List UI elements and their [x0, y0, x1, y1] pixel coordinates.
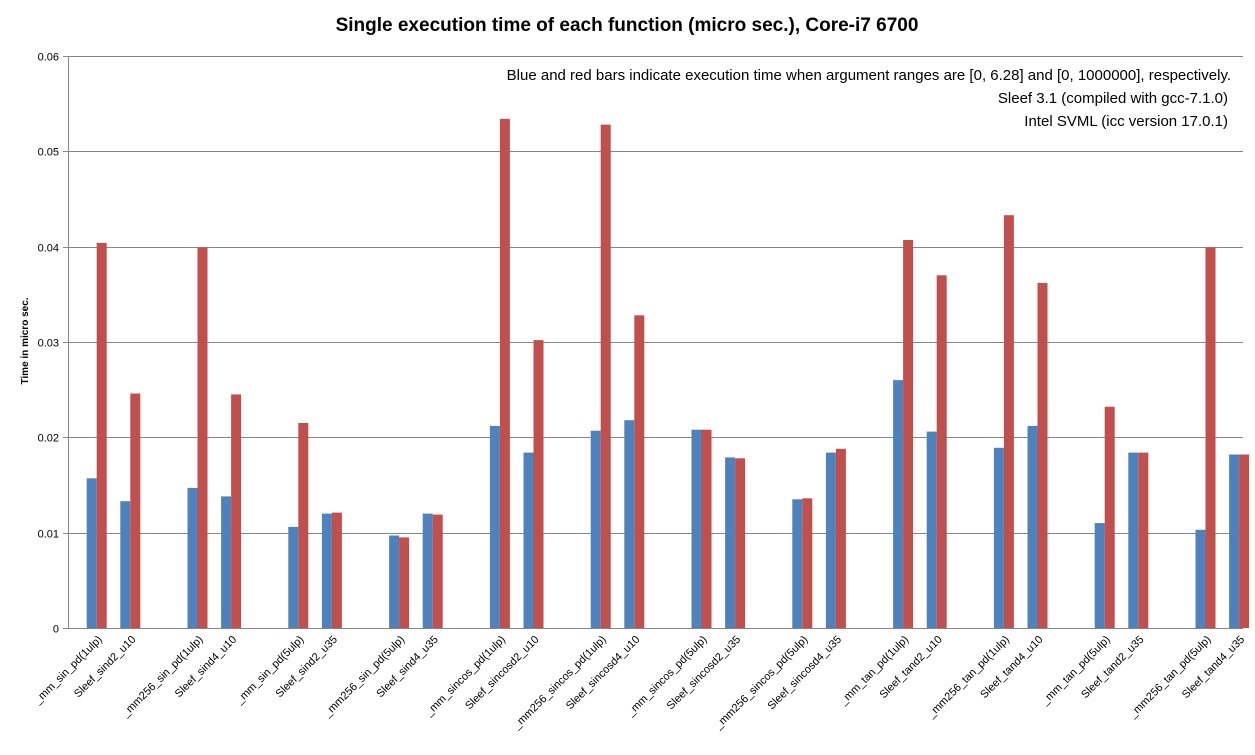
bar-red — [600, 124, 611, 628]
bar-red — [399, 537, 410, 628]
bar-red — [331, 512, 342, 628]
bar-red — [936, 275, 947, 628]
chart-title: Single execution time of each function (… — [336, 15, 919, 36]
x-tick-label: Sleef_tand4_u10 — [978, 634, 1045, 701]
annotation-bar-color-legend: Blue and red bars indicate execution tim… — [507, 67, 1231, 84]
bar-blue — [792, 499, 803, 628]
bar-red — [298, 423, 309, 628]
bar-blue — [389, 535, 400, 628]
bar-red — [96, 242, 107, 628]
bars — [86, 118, 1250, 629]
bar-blue — [86, 478, 97, 628]
annotation-sleef-version: Sleef 3.1 (compiled with gcc-7.1.0) — [998, 90, 1228, 107]
y-tick-label: 0.06 — [38, 52, 59, 64]
y-tick-label: 0 — [53, 624, 59, 636]
bar-red — [197, 247, 208, 628]
bar-red — [1104, 406, 1115, 628]
bar-blue — [926, 431, 937, 628]
bar-red — [701, 429, 712, 628]
bar-blue — [321, 513, 332, 628]
x-tick-label: Sleef_tand4_u35 — [1180, 634, 1247, 701]
y-tick-label: 0.01 — [38, 529, 59, 541]
bar-blue — [1027, 425, 1038, 628]
bar-red — [499, 118, 510, 629]
bar-red — [835, 448, 846, 628]
y-tick-label: 0.05 — [38, 147, 59, 159]
bar-blue — [725, 457, 736, 628]
bar-red — [903, 240, 914, 628]
bar-blue — [1094, 523, 1105, 628]
bar-blue — [590, 430, 601, 628]
bar-blue — [187, 487, 198, 628]
bar-blue — [422, 513, 433, 628]
x-tick-label: Sleef_sind2_u35 — [274, 634, 340, 700]
x-tick-label: Sleef_sind4_u35 — [374, 634, 440, 700]
bar-red — [231, 394, 242, 628]
bar-red — [1138, 452, 1149, 628]
annotation-svml-version: Intel SVML (icc version 17.0.1) — [1024, 113, 1228, 130]
bar-blue — [489, 425, 500, 628]
bar-blue — [1195, 529, 1206, 628]
y-axis-ticks: 0 0.01 0.02 0.03 0.04 0.05 0.06 — [38, 52, 59, 636]
bar-red — [1205, 247, 1216, 628]
x-axis-labels: _mm_sin_pd(1ulp)Sleef_sind2_u10_mm256_si… — [31, 634, 1247, 733]
bar-red — [130, 393, 141, 628]
bar-red — [735, 458, 746, 628]
bar-blue — [288, 526, 299, 628]
x-tick-label: Sleef_tand2_u35 — [1079, 634, 1146, 701]
bar-blue — [1229, 454, 1240, 628]
bar-blue — [825, 452, 836, 628]
bar-red — [533, 340, 544, 628]
bar-blue — [1128, 452, 1139, 628]
bar-blue — [893, 380, 904, 628]
bar-blue — [624, 420, 635, 628]
bar-blue — [691, 429, 702, 628]
x-tick-label: Sleef_sind2_u10 — [72, 634, 138, 700]
bar-blue — [221, 496, 232, 628]
x-tick-label: Sleef_tand2_u10 — [878, 634, 945, 701]
x-tick-label: Sleef_sind4_u10 — [173, 634, 239, 700]
bar-blue — [120, 501, 131, 628]
y-tick-label: 0.03 — [38, 338, 59, 350]
bar-red — [802, 498, 813, 628]
bar-red — [1037, 282, 1048, 628]
y-tick-label: 0.04 — [38, 243, 59, 255]
gridlines — [63, 56, 1243, 629]
bar-red — [1003, 215, 1014, 628]
y-axis-label: Time in micro sec. — [20, 297, 31, 384]
y-tick-label: 0.02 — [38, 433, 59, 445]
bar-red — [634, 315, 645, 628]
bar-blue — [523, 452, 534, 628]
bar-red — [432, 514, 443, 628]
bar-red — [1239, 454, 1250, 628]
bar-blue — [993, 447, 1004, 628]
